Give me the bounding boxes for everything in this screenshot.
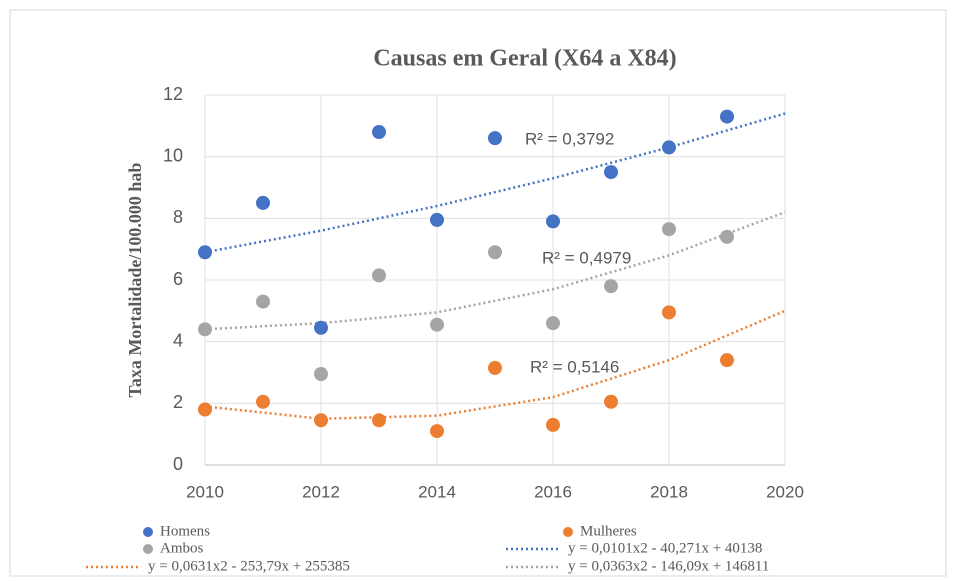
- y-axis-label: Taxa Mortalidade/100.000 hab: [125, 163, 145, 398]
- chart-title: Causas em Geral (X64 a X84): [373, 46, 676, 72]
- y-tick-label: 6: [173, 269, 183, 289]
- point: [372, 125, 386, 139]
- y-tick-label: 2: [173, 392, 183, 412]
- legend-label: Mulheres: [580, 523, 637, 539]
- y-tick-label: 12: [163, 84, 183, 104]
- chart-frame: [9, 9, 947, 577]
- point: [198, 322, 212, 337]
- point: [430, 317, 444, 332]
- point: [604, 165, 618, 180]
- legend-label: y = 0,0101x2 - 40,271x + 40138: [568, 540, 762, 556]
- point: [546, 417, 560, 432]
- point: [198, 402, 212, 417]
- r2-annotation: R² = 0,4979: [542, 248, 631, 267]
- point: [662, 140, 676, 155]
- x-tick-label: 2010: [186, 482, 224, 501]
- point: [604, 279, 618, 294]
- point: [430, 424, 444, 439]
- point: [488, 131, 502, 146]
- point: [314, 320, 328, 335]
- r2-annotation: R² = 0,5146: [530, 357, 619, 376]
- y-tick-label: 0: [173, 454, 183, 474]
- point: [198, 245, 212, 260]
- legend-label: y = 0,0363x2 - 146,09x + 146811: [568, 558, 769, 574]
- legend-label: Ambos: [160, 540, 204, 556]
- legend-label: Homens: [160, 523, 210, 539]
- x-tick-label: 2016: [534, 482, 572, 501]
- point: [256, 394, 270, 409]
- y-tick-label: 4: [173, 330, 183, 350]
- point: [546, 316, 560, 331]
- point: [256, 294, 270, 309]
- point: [372, 413, 386, 428]
- point: [256, 195, 270, 210]
- legend-swatch: [563, 527, 573, 537]
- point: [720, 229, 734, 244]
- point: [488, 245, 502, 260]
- point: [662, 222, 676, 237]
- x-tick-label: 2014: [418, 482, 456, 501]
- trendline: [204, 112, 786, 254]
- legend-swatch: [143, 527, 153, 537]
- x-tick-label: 2012: [302, 482, 340, 501]
- x-tick-label: 2018: [650, 482, 688, 501]
- x-tick-label: 2020: [766, 482, 804, 501]
- r2-annotation: R² = 0,3792: [525, 129, 614, 148]
- point: [372, 268, 386, 283]
- legend-label: y = 0,0631x2 - 253,79x + 255385: [148, 558, 350, 574]
- point: [314, 367, 328, 382]
- point: [314, 413, 328, 428]
- y-tick-label: 10: [163, 145, 183, 165]
- point: [720, 353, 734, 368]
- legend-swatch: [143, 544, 153, 554]
- point: [662, 305, 676, 320]
- trendline: [204, 309, 786, 421]
- trendline: [204, 210, 786, 331]
- point: [488, 360, 502, 375]
- point: [430, 212, 444, 227]
- point: [720, 109, 734, 124]
- point: [546, 214, 560, 229]
- y-tick-label: 8: [173, 207, 183, 227]
- point: [604, 394, 618, 409]
